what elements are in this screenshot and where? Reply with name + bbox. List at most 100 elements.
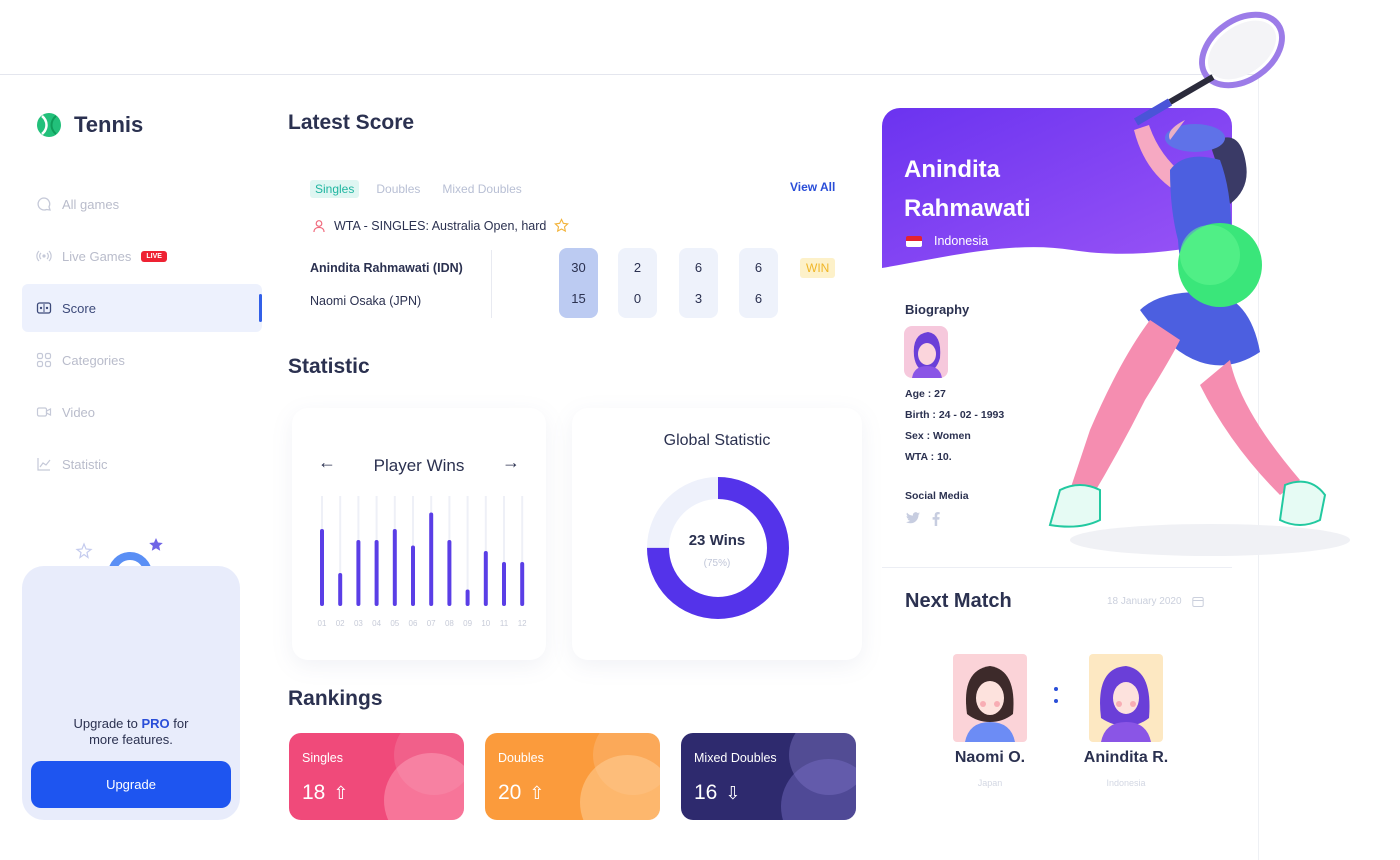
bar-09[interactable]	[465, 589, 470, 607]
global-statistic-card: Global Statistic 23 Wins (75%)	[572, 408, 862, 660]
bar-01[interactable]	[320, 529, 324, 606]
bar-02[interactable]	[338, 573, 343, 606]
sidebar-item-label: All games	[62, 196, 120, 212]
bar-10[interactable]	[483, 551, 488, 606]
set-score-p2: 15	[571, 291, 586, 306]
player-age: Age : 27	[905, 388, 946, 400]
next-player-two-name: Anindita R.	[1083, 749, 1169, 766]
player-avatar-image	[965, 666, 1015, 742]
tab-mixed-doubles[interactable]: Mixed Doubles	[442, 182, 522, 196]
bar-05[interactable]	[392, 529, 397, 606]
ranking-card-singles[interactable]: Singles 18 ⇧	[289, 733, 464, 820]
sidebar-item-statistic[interactable]: Statistic	[22, 440, 262, 488]
versus-dots	[1054, 687, 1058, 703]
arrow-up-icon: ⇧	[333, 782, 349, 803]
sidebar-item-live-games[interactable]: Live Games LIVE	[22, 232, 262, 280]
x-tick-label: 03	[354, 619, 363, 628]
ranking-label: Singles	[302, 751, 343, 765]
line-chart-icon	[37, 458, 51, 471]
sidebar-item-categories[interactable]: Categories	[22, 336, 262, 384]
ranking-card-mixed-doubles[interactable]: Mixed Doubles 16 ⇩	[681, 733, 856, 820]
next-player-one-name: Naomi O.	[954, 749, 1026, 766]
tournament-row: WTA - SINGLES: Australia Open, hard	[312, 218, 570, 233]
player-wins-title: Player Wins	[373, 456, 465, 475]
star-icon[interactable]	[554, 218, 570, 233]
section-divider	[882, 567, 1232, 568]
social-media-title: Social Media	[905, 490, 969, 502]
sidebar-item-label: Live Games	[62, 248, 132, 264]
next-player-one-country: Japan	[977, 778, 1003, 788]
player-avatar-image	[912, 332, 942, 378]
x-tick-label: 12	[518, 619, 527, 628]
set-score-column: 6 3	[679, 248, 718, 318]
set-score-p1: 30	[571, 260, 586, 275]
set-score-column: 2 0	[618, 248, 657, 318]
facebook-icon[interactable]	[932, 512, 940, 526]
sidebar-item-score[interactable]: Score	[22, 284, 262, 332]
view-all-link[interactable]: View All	[790, 180, 836, 194]
prev-arrow-icon[interactable]: ←	[318, 452, 336, 472]
bar-11[interactable]	[502, 562, 506, 606]
score-divider	[491, 250, 492, 318]
bar-track	[339, 496, 342, 606]
x-tick-label: 02	[336, 619, 345, 628]
tab-singles[interactable]: Singles	[310, 180, 360, 198]
sidebar-item-video[interactable]: Video	[22, 388, 262, 436]
upgrade-button[interactable]: Upgrade	[31, 761, 231, 808]
decor-circle	[580, 755, 660, 820]
x-tick-label: 08	[445, 619, 454, 628]
brand-name: Tennis	[74, 112, 144, 137]
arrow-down-icon: ⇩	[725, 782, 741, 803]
header-divider	[0, 74, 1262, 75]
ranking-card-doubles[interactable]: Doubles 20 ⇧	[485, 733, 660, 820]
result-badge: WIN	[800, 258, 836, 278]
tennis-ball-logo-icon	[37, 113, 61, 137]
sidebar-item-all-games[interactable]: All games	[22, 180, 262, 228]
ranking-value: 20 ⇧	[498, 781, 544, 805]
user-icon	[313, 219, 325, 232]
tab-doubles[interactable]: Doubles	[376, 182, 421, 196]
bar-06[interactable]	[411, 545, 415, 607]
ranking-number: 18	[302, 781, 326, 804]
x-tick-label: 04	[372, 619, 381, 628]
calendar-icon[interactable]	[1191, 596, 1204, 607]
bar-07[interactable]	[429, 512, 434, 607]
player-sex: Sex : Women	[905, 430, 971, 442]
set-score-p1: 2	[633, 260, 642, 275]
latest-score-title: Latest Score	[288, 111, 415, 134]
set-score-p1: 6	[754, 260, 763, 275]
set-score-p2: 3	[694, 291, 703, 306]
bar-track	[521, 496, 524, 606]
player-birth: Birth : 24 - 02 - 1993	[905, 409, 1005, 421]
match-date-text: 18 January 2020	[1107, 596, 1182, 607]
country-name: Indonesia	[934, 234, 989, 248]
player-avatar-anindita[interactable]	[1089, 654, 1163, 742]
bar-track	[484, 496, 487, 606]
x-tick-label: 07	[427, 619, 436, 628]
bar-03[interactable]	[356, 540, 361, 606]
next-arrow-icon[interactable]: →	[502, 452, 520, 472]
live-badge: LIVE	[141, 250, 167, 262]
brand[interactable]: Tennis	[36, 112, 143, 138]
bar-12[interactable]	[520, 562, 525, 606]
player-profile-name: Anindita Rahmawati	[904, 156, 1031, 222]
player-avatar-naomi[interactable]	[953, 654, 1027, 742]
bar-08[interactable]	[447, 540, 452, 606]
player-wins-card: ← Player Wins → 01 02 03 04 05 06 07 08 09 10 11 12	[292, 408, 546, 660]
scoreboard-icon	[36, 302, 52, 314]
tournament-name: WTA - SINGLES: Australia Open, hard	[334, 218, 547, 233]
next-match-title: Next Match	[905, 590, 1012, 612]
donut-wins-arc	[647, 477, 789, 619]
tennis-player-illustration	[1048, 11, 1350, 556]
set-score-p1: 6	[694, 260, 703, 275]
bar-04[interactable]	[374, 540, 379, 606]
twitter-icon[interactable]	[906, 512, 920, 524]
indonesia-flag-icon	[906, 235, 922, 247]
x-tick-label: 01	[318, 619, 327, 628]
player-country: Indonesia	[906, 234, 988, 248]
set-score-p2: 0	[633, 291, 642, 306]
x-tick-label: 11	[500, 619, 509, 628]
player-one-name: Anindita Rahmawati (IDN)	[310, 261, 463, 275]
set-score-p2: 6	[754, 291, 763, 306]
